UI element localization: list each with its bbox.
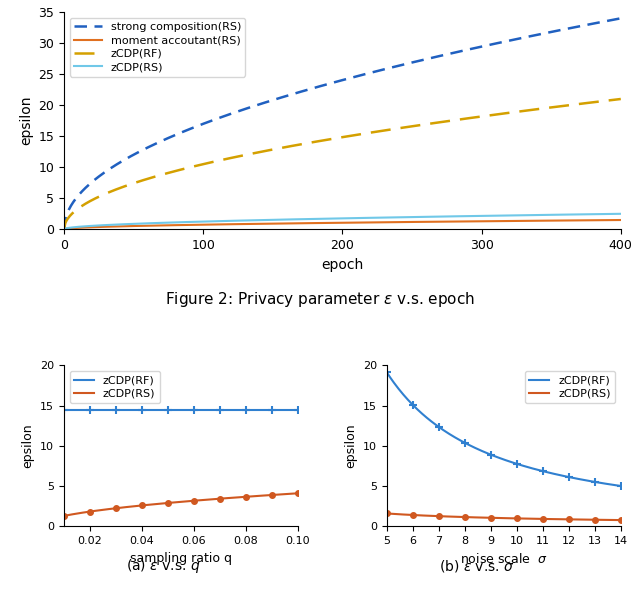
zCDP(RF) bbox=[392, 125, 399, 132]
Text: (b) $\epsilon$ v.s. $\sigma$: (b) $\epsilon$ v.s. $\sigma$ bbox=[439, 558, 515, 574]
moment accoutant(RS) bbox=[604, 217, 611, 224]
Line: zCDP(RS): zCDP(RS) bbox=[64, 214, 621, 229]
Line: zCDP(RF): zCDP(RF) bbox=[387, 373, 621, 486]
zCDP(RS) bbox=[294, 489, 302, 497]
zCDP(RS) bbox=[282, 491, 290, 498]
zCDP(RS) bbox=[617, 517, 625, 524]
zCDP(RS) bbox=[324, 215, 332, 222]
zCDP(RS) bbox=[392, 511, 400, 518]
moment accoutant(RS) bbox=[516, 217, 524, 224]
zCDP(RF) bbox=[426, 417, 434, 424]
zCDP(RF) bbox=[70, 406, 77, 413]
zCDP(RF) bbox=[383, 369, 390, 376]
zCDP(RF) bbox=[617, 482, 625, 489]
zCDP(RS) bbox=[60, 226, 68, 233]
zCDP(RF) bbox=[604, 97, 611, 104]
zCDP(RS) bbox=[516, 212, 524, 219]
zCDP(RF) bbox=[445, 430, 453, 437]
zCDP(RF) bbox=[294, 406, 302, 413]
zCDP(RF) bbox=[362, 130, 369, 137]
zCDP(RF) bbox=[397, 388, 404, 396]
moment accoutant(RS) bbox=[324, 219, 332, 226]
Y-axis label: epsilon: epsilon bbox=[22, 424, 35, 468]
zCDP(RS) bbox=[617, 210, 625, 217]
Text: (a) $\epsilon$ v.s. $q$: (a) $\epsilon$ v.s. $q$ bbox=[126, 557, 200, 575]
zCDP(RS) bbox=[383, 510, 390, 517]
strong composition(RS) bbox=[324, 80, 332, 88]
zCDP(RF) bbox=[74, 406, 82, 413]
moment accoutant(RS) bbox=[392, 218, 399, 226]
moment accoutant(RS) bbox=[60, 226, 68, 233]
X-axis label: epoch: epoch bbox=[321, 258, 364, 272]
zCDP(RS) bbox=[445, 513, 453, 520]
zCDP(RS) bbox=[397, 511, 404, 518]
zCDP(RF) bbox=[60, 406, 68, 413]
zCDP(RS) bbox=[122, 503, 130, 511]
strong composition(RS) bbox=[328, 79, 336, 87]
Y-axis label: epsilon: epsilon bbox=[19, 96, 33, 145]
moment accoutant(RS) bbox=[617, 217, 625, 224]
Legend: zCDP(RF), zCDP(RS): zCDP(RF), zCDP(RS) bbox=[70, 371, 160, 403]
zCDP(RF) bbox=[516, 108, 524, 115]
zCDP(RS) bbox=[274, 491, 282, 498]
zCDP(RF) bbox=[328, 136, 336, 143]
Line: moment accoutant(RS): moment accoutant(RS) bbox=[64, 220, 621, 229]
strong composition(RS) bbox=[392, 63, 399, 70]
zCDP(RS) bbox=[362, 214, 369, 221]
strong composition(RS) bbox=[617, 15, 625, 22]
zCDP(RS) bbox=[60, 512, 68, 520]
zCDP(RS) bbox=[597, 516, 605, 523]
zCDP(RS) bbox=[426, 512, 434, 520]
X-axis label: sampling ratio q: sampling ratio q bbox=[130, 552, 232, 564]
zCDP(RF) bbox=[597, 479, 605, 486]
moment accoutant(RS) bbox=[362, 219, 369, 226]
zCDP(RF) bbox=[60, 226, 68, 233]
strong composition(RS) bbox=[60, 226, 68, 233]
Line: zCDP(RS): zCDP(RS) bbox=[64, 493, 298, 516]
zCDP(RF) bbox=[274, 406, 282, 413]
zCDP(RF) bbox=[617, 96, 625, 103]
zCDP(RF) bbox=[122, 406, 130, 413]
zCDP(RS) bbox=[604, 211, 611, 218]
zCDP(RS) bbox=[605, 516, 613, 523]
zCDP(RF) bbox=[392, 382, 400, 390]
Line: strong composition(RS): strong composition(RS) bbox=[64, 18, 621, 229]
zCDP(RS) bbox=[392, 214, 399, 221]
Legend: zCDP(RF), zCDP(RS): zCDP(RF), zCDP(RS) bbox=[525, 371, 615, 403]
Y-axis label: epsilon: epsilon bbox=[344, 424, 358, 468]
Legend: strong composition(RS), moment accoutant(RS), zCDP(RF), zCDP(RS): strong composition(RS), moment accoutant… bbox=[70, 18, 246, 77]
Line: zCDP(RF): zCDP(RF) bbox=[64, 99, 621, 229]
zCDP(RF) bbox=[104, 406, 111, 413]
strong composition(RS) bbox=[604, 17, 611, 24]
Line: zCDP(RS): zCDP(RS) bbox=[387, 514, 621, 520]
Text: Figure 2: Privacy parameter $\epsilon$ v.s. epoch: Figure 2: Privacy parameter $\epsilon$ v… bbox=[165, 290, 475, 309]
strong composition(RS) bbox=[362, 70, 369, 77]
moment accoutant(RS) bbox=[328, 219, 336, 226]
zCDP(RF) bbox=[282, 406, 290, 413]
zCDP(RS) bbox=[70, 511, 77, 518]
zCDP(RS) bbox=[328, 215, 336, 222]
zCDP(RS) bbox=[104, 506, 111, 513]
X-axis label: noise scale  $\sigma$: noise scale $\sigma$ bbox=[460, 552, 548, 566]
zCDP(RF) bbox=[605, 480, 613, 488]
zCDP(RF) bbox=[324, 136, 332, 143]
strong composition(RS) bbox=[516, 34, 524, 42]
zCDP(RS) bbox=[74, 510, 82, 517]
